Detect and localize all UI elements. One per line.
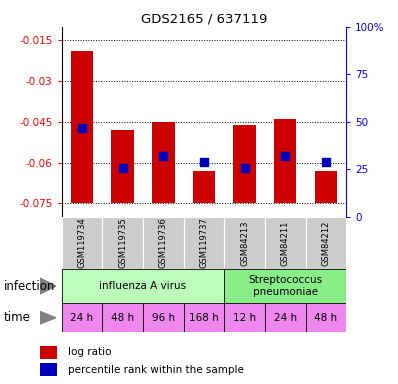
Bar bbox=[234, 125, 256, 204]
Bar bbox=[224, 269, 346, 303]
Bar bbox=[306, 303, 346, 332]
Bar bbox=[274, 119, 297, 204]
Bar bbox=[71, 51, 93, 204]
Bar bbox=[143, 303, 183, 332]
Bar bbox=[40, 346, 57, 359]
Title: GDS2165 / 637119: GDS2165 / 637119 bbox=[141, 13, 267, 26]
Text: infection: infection bbox=[4, 280, 55, 293]
Bar bbox=[102, 217, 143, 269]
Text: log ratio: log ratio bbox=[68, 347, 111, 358]
Text: GSM84211: GSM84211 bbox=[281, 220, 290, 266]
Bar bbox=[152, 122, 174, 204]
Bar bbox=[265, 303, 306, 332]
Bar bbox=[183, 303, 224, 332]
Text: GSM84213: GSM84213 bbox=[240, 220, 249, 266]
Text: 48 h: 48 h bbox=[111, 313, 134, 323]
Bar bbox=[111, 130, 134, 204]
Bar bbox=[193, 171, 215, 204]
Text: percentile rank within the sample: percentile rank within the sample bbox=[68, 364, 244, 375]
Text: 24 h: 24 h bbox=[70, 313, 94, 323]
Text: GSM119735: GSM119735 bbox=[118, 217, 127, 268]
Point bbox=[201, 159, 207, 165]
Point bbox=[119, 166, 126, 172]
Bar bbox=[40, 363, 57, 376]
Text: 12 h: 12 h bbox=[233, 313, 256, 323]
Text: 96 h: 96 h bbox=[152, 313, 175, 323]
Bar bbox=[62, 217, 102, 269]
Text: 168 h: 168 h bbox=[189, 313, 219, 323]
Text: GSM119734: GSM119734 bbox=[78, 217, 86, 268]
Bar bbox=[62, 269, 224, 303]
Text: Streptococcus
pneumoniae: Streptococcus pneumoniae bbox=[248, 275, 322, 297]
Bar bbox=[143, 217, 183, 269]
Bar bbox=[224, 303, 265, 332]
Bar bbox=[306, 217, 346, 269]
Text: GSM119737: GSM119737 bbox=[199, 217, 209, 268]
Bar bbox=[62, 303, 102, 332]
Point bbox=[160, 153, 166, 159]
Text: 48 h: 48 h bbox=[314, 313, 338, 323]
Point bbox=[79, 124, 85, 131]
Point bbox=[282, 153, 289, 159]
Bar bbox=[315, 171, 337, 204]
Bar bbox=[183, 217, 224, 269]
Text: time: time bbox=[4, 311, 31, 324]
Point bbox=[323, 159, 329, 165]
Bar bbox=[102, 303, 143, 332]
Text: 24 h: 24 h bbox=[274, 313, 297, 323]
Bar bbox=[224, 217, 265, 269]
Polygon shape bbox=[40, 278, 56, 294]
Text: influenza A virus: influenza A virus bbox=[100, 281, 187, 291]
Point bbox=[242, 166, 248, 172]
Text: GSM119736: GSM119736 bbox=[159, 217, 168, 268]
Polygon shape bbox=[40, 311, 56, 324]
Bar bbox=[265, 217, 306, 269]
Text: GSM84212: GSM84212 bbox=[322, 220, 330, 266]
